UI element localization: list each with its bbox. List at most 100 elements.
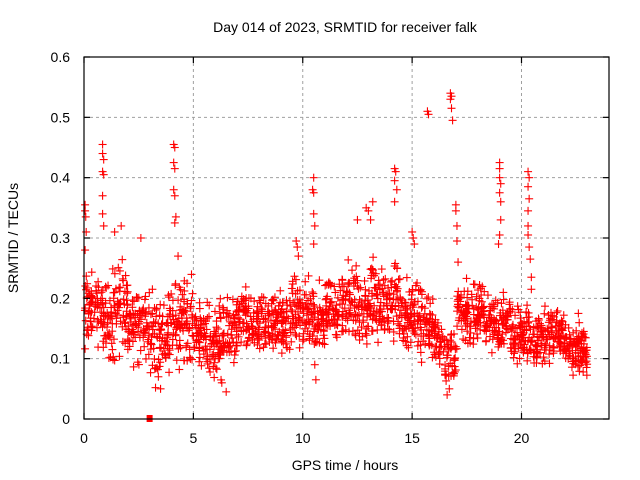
data-point <box>342 309 351 318</box>
data-point <box>180 356 189 365</box>
data-point <box>489 300 498 309</box>
data-point <box>523 349 532 358</box>
data-point <box>417 287 426 296</box>
data-point <box>112 314 121 323</box>
data-point <box>216 342 225 351</box>
data-point <box>519 328 528 337</box>
data-point <box>300 290 309 299</box>
y-tick-label: 0 <box>62 411 70 427</box>
data-point <box>310 302 319 311</box>
data-point <box>556 347 565 356</box>
data-point <box>464 301 473 310</box>
data-point <box>194 328 203 337</box>
data-point <box>180 276 189 285</box>
data-point <box>419 332 428 341</box>
data-point <box>370 271 379 280</box>
data-point <box>222 387 231 396</box>
data-point <box>366 215 375 224</box>
data-point <box>569 359 578 368</box>
data-point <box>195 346 204 355</box>
data-point <box>582 343 591 352</box>
data-point <box>170 218 179 227</box>
data-point <box>219 305 228 314</box>
data-point <box>392 282 401 291</box>
data-point <box>443 351 452 360</box>
data-point <box>255 336 264 345</box>
data-point <box>159 344 168 353</box>
data-point <box>582 371 591 380</box>
data-point <box>465 333 474 342</box>
data-point <box>511 311 520 320</box>
data-point <box>257 292 266 301</box>
data-point <box>91 298 100 307</box>
data-point <box>499 313 508 322</box>
data-point <box>464 301 473 310</box>
data-point <box>448 116 457 125</box>
data-point <box>206 367 215 376</box>
data-point <box>218 346 227 355</box>
data-point <box>315 276 324 285</box>
data-point <box>83 323 92 332</box>
data-point <box>125 342 134 351</box>
data-point <box>376 298 385 307</box>
data-point <box>411 330 420 339</box>
data-point <box>136 315 145 324</box>
y-tick-label: 0.4 <box>51 170 71 186</box>
data-point <box>495 230 504 239</box>
data-point <box>249 329 258 338</box>
data-point <box>450 356 459 365</box>
data-point <box>425 340 434 349</box>
data-point <box>110 301 119 310</box>
data-point <box>277 349 286 358</box>
data-point <box>301 302 310 311</box>
data-point <box>495 188 504 197</box>
data-point <box>489 330 498 339</box>
data-point <box>565 334 574 343</box>
data-point <box>178 290 187 299</box>
data-point <box>450 369 459 378</box>
data-point <box>171 212 180 221</box>
data-point <box>194 337 203 346</box>
data-point <box>533 336 542 345</box>
data-point <box>270 293 279 302</box>
data-point <box>369 253 378 262</box>
data-point <box>104 353 113 362</box>
data-point <box>526 255 535 264</box>
data-point <box>291 289 300 298</box>
data-point <box>378 288 387 297</box>
data-point <box>308 288 317 297</box>
data-point <box>410 240 419 249</box>
data-point <box>106 311 115 320</box>
data-point <box>362 304 371 313</box>
data-point <box>172 356 181 365</box>
data-point <box>353 326 362 335</box>
data-point <box>478 309 487 318</box>
data-point <box>579 367 588 376</box>
data-points <box>80 89 592 422</box>
data-point <box>225 339 234 348</box>
data-point <box>235 315 244 324</box>
data-point <box>422 319 431 328</box>
data-point <box>520 340 529 349</box>
data-point <box>354 300 363 309</box>
data-point <box>569 371 578 380</box>
data-point <box>175 365 184 374</box>
data-point <box>234 308 243 317</box>
data-point <box>574 362 583 371</box>
data-point <box>453 302 462 311</box>
data-point <box>552 308 561 317</box>
data-point <box>414 315 423 324</box>
data-point <box>302 311 311 320</box>
data-point <box>478 282 487 291</box>
data-point <box>365 309 374 318</box>
data-point <box>108 264 117 273</box>
data-point <box>87 268 96 277</box>
data-point <box>400 311 409 320</box>
data-point <box>134 293 143 302</box>
data-point <box>299 329 308 338</box>
data-point <box>508 322 517 331</box>
data-point <box>271 325 280 334</box>
data-point <box>85 306 94 315</box>
data-point <box>579 327 588 336</box>
data-point <box>294 307 303 316</box>
